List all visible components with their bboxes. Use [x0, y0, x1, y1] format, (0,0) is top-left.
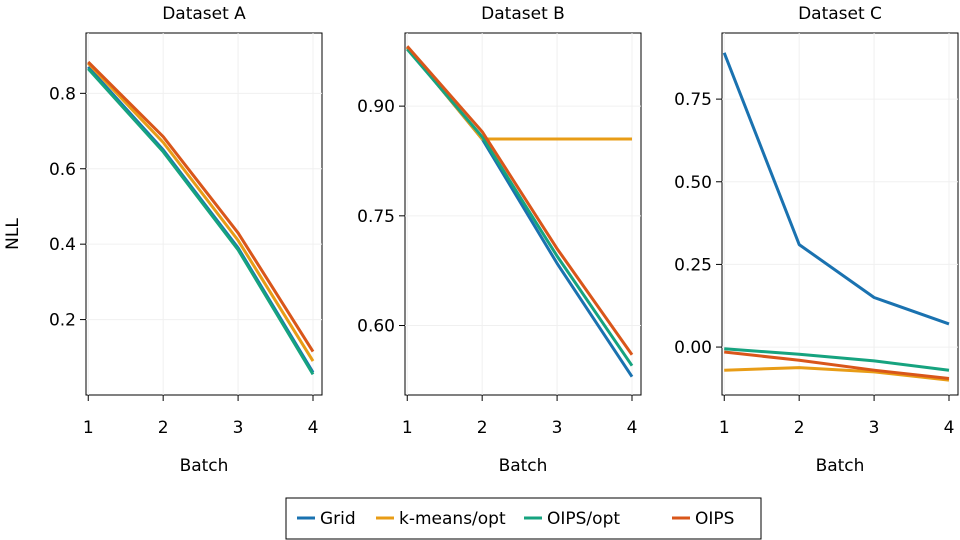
series-line-oips-opt: [87, 67, 315, 376]
x-tick-label: 2: [477, 418, 488, 438]
x-tick-label: 2: [158, 418, 169, 438]
x-tick-label: 3: [552, 418, 563, 438]
legend-label: k-means/opt: [399, 509, 506, 529]
series-line-oips: [87, 60, 315, 353]
x-tick-label: 3: [869, 418, 880, 438]
panel-3: 0.00 0.25 0.50 0.75 1 2 3 4 Dataset C Batch: [674, 4, 959, 476]
x-tick-label: 4: [308, 418, 319, 438]
x-tick-label: 4: [944, 418, 955, 438]
panel-title: Dataset B: [481, 4, 565, 24]
legend-label: OIPS: [695, 509, 734, 529]
x-axis-label: Batch: [499, 456, 548, 476]
y-tick-label: 0.2: [49, 311, 76, 331]
x-axis-label: Batch: [816, 456, 865, 476]
y-tick-label: 0.4: [49, 235, 76, 255]
panel-1: 0.2 0.4 0.6 0.8 1 2 3 4 Dataset A Batch NLL: [3, 4, 323, 476]
y-tick-label: 0.00: [674, 338, 712, 358]
y-tick-label: 0.75: [674, 90, 712, 110]
series-line-oips: [406, 45, 634, 356]
y-tick-label: 0.25: [674, 255, 712, 275]
y-tick-label: 0.8: [49, 84, 76, 104]
series-line-oips: [724, 350, 950, 380]
legend-label: OIPS/opt: [547, 509, 620, 529]
x-tick-label: 3: [233, 418, 244, 438]
y-tick-label: 0.90: [357, 97, 395, 117]
series-line-k-means-opt: [87, 62, 315, 362]
x-tick-label: 1: [402, 418, 413, 438]
legend: Grid k-means/opt OIPS/opt OIPS: [285, 497, 762, 540]
x-tick-label: 2: [794, 418, 805, 438]
y-tick-label: 0.75: [357, 207, 395, 227]
legend-label: Grid: [320, 509, 356, 529]
series-line-grid: [722, 52, 950, 326]
y-tick-label: 0.60: [357, 317, 395, 337]
series-line-k-means-opt: [724, 366, 950, 382]
x-tick-label: 1: [83, 418, 94, 438]
series-line-oips-opt: [724, 347, 950, 372]
panel-title: Dataset A: [162, 4, 246, 24]
plot-frame: [85, 32, 323, 396]
y-axis-label: NLL: [3, 218, 23, 250]
series-line-oips-opt: [406, 48, 634, 367]
panel-title: Dataset C: [798, 4, 882, 24]
y-tick-label: 0.6: [49, 160, 76, 180]
panel-2: 0.60 0.75 0.90 1 2 3 4 Dataset B Batch: [357, 4, 642, 476]
x-tick-label: 1: [719, 418, 730, 438]
x-tick-label: 4: [627, 418, 638, 438]
y-tick-label: 0.50: [674, 173, 712, 193]
x-axis-label: Batch: [180, 456, 229, 476]
plot-frame: [721, 32, 959, 396]
